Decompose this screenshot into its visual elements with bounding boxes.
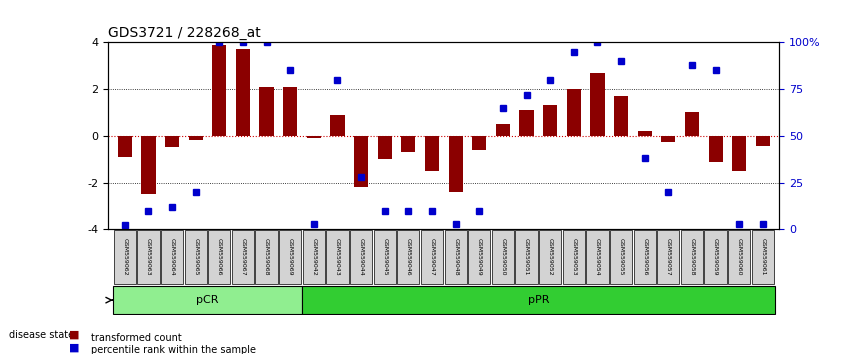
Text: GSM559047: GSM559047	[430, 238, 435, 275]
Bar	[425, 136, 439, 171]
Bar	[283, 87, 297, 136]
Text: GSM559059: GSM559059	[713, 238, 718, 275]
FancyBboxPatch shape	[421, 230, 443, 284]
Text: GSM559043: GSM559043	[335, 238, 340, 275]
Text: GSM559050: GSM559050	[501, 238, 506, 275]
Bar	[141, 136, 156, 194]
FancyBboxPatch shape	[397, 230, 419, 284]
Bar	[685, 113, 699, 136]
Bar	[260, 87, 274, 136]
Bar	[708, 136, 723, 161]
FancyBboxPatch shape	[255, 230, 278, 284]
FancyBboxPatch shape	[302, 286, 775, 314]
FancyBboxPatch shape	[113, 286, 302, 314]
Text: GSM559066: GSM559066	[216, 238, 222, 275]
Text: GSM559068: GSM559068	[264, 238, 269, 275]
Text: GSM559063: GSM559063	[146, 238, 151, 275]
Text: ■: ■	[69, 330, 80, 340]
Text: GSM559048: GSM559048	[453, 238, 458, 275]
Text: GSM559054: GSM559054	[595, 238, 600, 275]
Bar	[591, 73, 604, 136]
FancyBboxPatch shape	[681, 230, 703, 284]
Text: pPR: pPR	[527, 295, 549, 305]
Text: GDS3721 / 228268_at: GDS3721 / 228268_at	[108, 26, 261, 40]
FancyBboxPatch shape	[539, 230, 561, 284]
Text: percentile rank within the sample: percentile rank within the sample	[91, 346, 256, 354]
Bar	[520, 110, 533, 136]
Text: GSM559064: GSM559064	[170, 238, 175, 275]
Text: transformed count: transformed count	[91, 333, 182, 343]
Text: GSM559051: GSM559051	[524, 238, 529, 275]
FancyBboxPatch shape	[492, 230, 514, 284]
FancyBboxPatch shape	[161, 230, 184, 284]
Text: ■: ■	[69, 342, 80, 353]
FancyBboxPatch shape	[469, 230, 490, 284]
FancyBboxPatch shape	[373, 230, 396, 284]
Bar	[331, 115, 345, 136]
FancyBboxPatch shape	[515, 230, 538, 284]
FancyBboxPatch shape	[610, 230, 632, 284]
Bar	[307, 136, 321, 138]
FancyBboxPatch shape	[563, 230, 585, 284]
FancyBboxPatch shape	[138, 230, 159, 284]
Bar	[566, 89, 581, 136]
Text: GSM559069: GSM559069	[288, 238, 293, 275]
FancyBboxPatch shape	[728, 230, 750, 284]
FancyBboxPatch shape	[279, 230, 301, 284]
Text: GSM559049: GSM559049	[477, 238, 481, 275]
FancyBboxPatch shape	[586, 230, 609, 284]
Text: GSM559067: GSM559067	[241, 238, 245, 275]
Bar	[378, 136, 391, 159]
Bar	[472, 136, 487, 150]
Text: GSM559042: GSM559042	[312, 238, 316, 275]
Text: GSM559061: GSM559061	[760, 238, 766, 275]
FancyBboxPatch shape	[704, 230, 727, 284]
Bar	[637, 131, 652, 136]
FancyBboxPatch shape	[113, 230, 136, 284]
Text: GSM559052: GSM559052	[547, 238, 553, 275]
Text: GSM559045: GSM559045	[382, 238, 387, 275]
Bar	[662, 136, 675, 142]
Text: GSM559058: GSM559058	[689, 238, 695, 275]
Text: GSM559055: GSM559055	[618, 238, 624, 275]
Text: GSM559053: GSM559053	[572, 238, 576, 275]
FancyBboxPatch shape	[303, 230, 325, 284]
Text: disease state: disease state	[9, 330, 74, 339]
Bar	[732, 136, 746, 171]
FancyBboxPatch shape	[184, 230, 207, 284]
Bar	[118, 136, 132, 157]
Text: GSM559046: GSM559046	[406, 238, 410, 275]
FancyBboxPatch shape	[752, 230, 774, 284]
Bar	[543, 105, 557, 136]
FancyBboxPatch shape	[232, 230, 254, 284]
Bar	[212, 45, 226, 136]
Bar	[401, 136, 416, 152]
Text: GSM559044: GSM559044	[359, 238, 364, 275]
Text: GSM559060: GSM559060	[737, 238, 741, 275]
Text: pCR: pCR	[197, 295, 219, 305]
FancyBboxPatch shape	[634, 230, 656, 284]
Bar	[236, 50, 250, 136]
FancyBboxPatch shape	[657, 230, 680, 284]
FancyBboxPatch shape	[350, 230, 372, 284]
Text: GSM559065: GSM559065	[193, 238, 198, 275]
Text: GSM559056: GSM559056	[643, 238, 647, 275]
FancyBboxPatch shape	[208, 230, 230, 284]
Bar	[354, 136, 368, 187]
FancyBboxPatch shape	[326, 230, 349, 284]
Bar	[165, 136, 179, 148]
FancyBboxPatch shape	[444, 230, 467, 284]
Bar	[756, 136, 770, 146]
Bar	[614, 96, 628, 136]
Bar	[189, 136, 203, 141]
Text: GSM559057: GSM559057	[666, 238, 671, 275]
Bar	[496, 124, 510, 136]
Text: GSM559062: GSM559062	[122, 238, 127, 275]
Bar	[449, 136, 462, 192]
